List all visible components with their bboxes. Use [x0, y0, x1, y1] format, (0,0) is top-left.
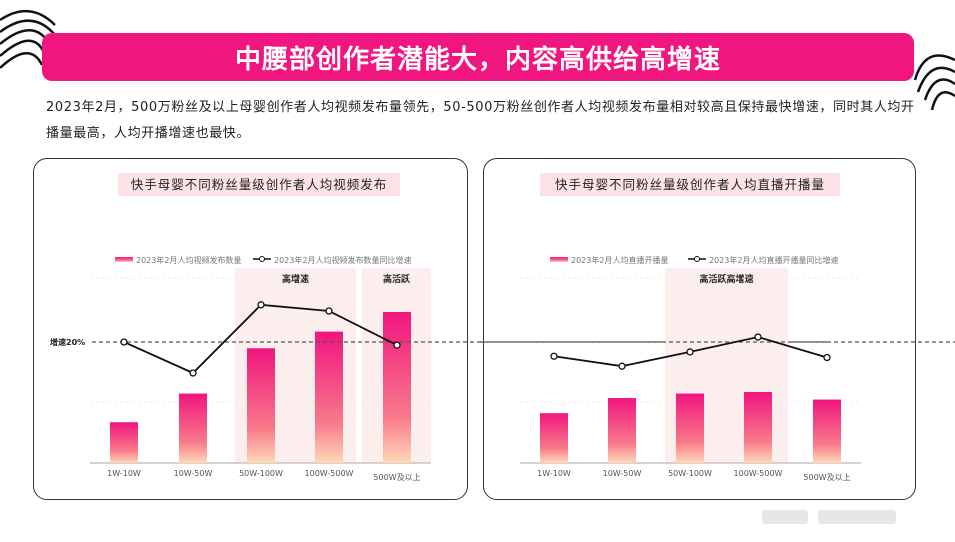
page-header-banner: 中腰部创作者潜能大，内容高供给高增速	[42, 33, 914, 81]
x-tick-label: 100W-500W	[734, 469, 783, 478]
growth-point	[686, 348, 694, 356]
bar	[315, 331, 343, 463]
x-tick-label: 1W-10W	[107, 469, 141, 478]
legend-label-bar: 2023年2月人均直播开播量	[571, 255, 668, 265]
legend-bar-swatch	[550, 257, 568, 262]
chart-title-live: 快手母婴不同粉丝量级创作者人均直播开播量	[540, 173, 840, 196]
x-tick-label: 10W-50W	[603, 469, 642, 478]
bar	[813, 399, 841, 463]
highlight-label: 高活跃	[383, 273, 411, 285]
x-tick-label: 500W及以上	[803, 473, 850, 482]
chart-title-video: 快手母婴不同粉丝量级创作者人均视频发布	[118, 173, 400, 196]
growth-point	[257, 301, 265, 309]
bar	[540, 413, 568, 463]
watermark-logo	[762, 510, 808, 524]
growth-point	[189, 369, 197, 377]
x-tick-label: 1W-10W	[537, 469, 571, 478]
highlight-label: 高活跃高增速	[699, 273, 753, 285]
bar	[179, 393, 207, 463]
growth-point	[550, 352, 558, 360]
bar	[676, 393, 704, 463]
bar	[247, 348, 275, 463]
growth-point	[325, 307, 333, 315]
growth-point	[618, 362, 626, 370]
legend-label-line: 2023年2月人均视频发布数量同比增速	[274, 255, 411, 265]
legend-bar-swatch	[115, 257, 133, 262]
bar	[744, 392, 772, 463]
legend-line-marker	[259, 256, 265, 262]
growth-point	[754, 333, 762, 341]
bar	[383, 312, 411, 463]
x-tick-label: 100W-500W	[305, 469, 354, 478]
x-tick-label: 500W及以上	[373, 473, 420, 482]
growth-point	[823, 353, 831, 362]
reference-line-label: 增速20%	[50, 337, 85, 347]
highlight-label: 高增速	[282, 273, 309, 285]
growth-point	[120, 338, 128, 346]
legend-label-bar: 2023年2月人均视频发布数量	[136, 255, 241, 265]
bar	[110, 422, 138, 463]
growth-point	[393, 341, 401, 349]
x-tick-label: 10W-50W	[174, 469, 213, 478]
watermark-logo-2	[818, 510, 896, 524]
legend-label-line: 2023年2月人均直播开播量同比增速	[709, 255, 838, 265]
description-text: 2023年2月，500万粉丝及以上母婴创作者人均视频发布量领先，50-500万粉…	[46, 100, 915, 141]
x-tick-label: 50W-100W	[668, 469, 712, 478]
legend-line-marker	[694, 256, 700, 262]
x-tick-label: 50W-100W	[239, 469, 283, 478]
bar	[608, 398, 636, 463]
page-title: 中腰部创作者潜能大，内容高供给高增速	[234, 44, 721, 75]
